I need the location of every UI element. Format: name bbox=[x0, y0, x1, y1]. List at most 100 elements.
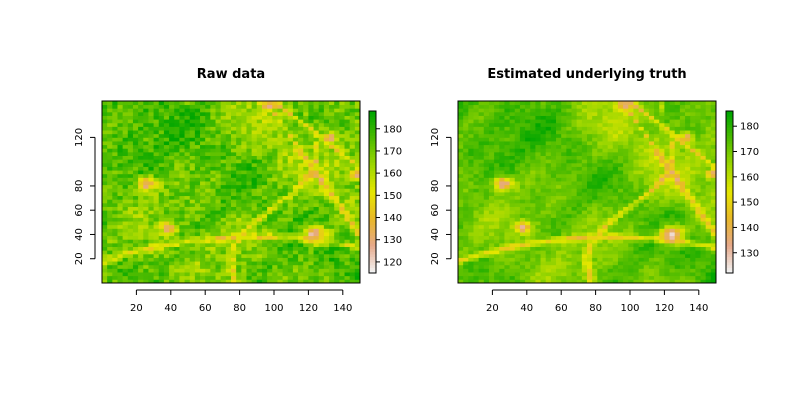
heatmap-cell bbox=[458, 195, 464, 200]
heatmap-cell bbox=[267, 272, 273, 277]
heatmap-cell bbox=[298, 272, 304, 277]
heatmap-cell bbox=[117, 137, 124, 142]
heatmap-cell bbox=[158, 264, 165, 269]
heatmap-cell bbox=[122, 235, 129, 240]
heatmap-cell bbox=[473, 162, 480, 167]
heatmap-cell bbox=[174, 242, 180, 247]
heatmap-cell bbox=[659, 144, 665, 149]
heatmap-cell bbox=[158, 199, 165, 204]
heatmap-cell bbox=[205, 232, 211, 237]
heatmap-cell bbox=[205, 202, 211, 207]
colorbar-swatch bbox=[369, 248, 376, 252]
heatmap-cell bbox=[246, 126, 253, 131]
heatmap-cell bbox=[628, 250, 634, 255]
heatmap-cell bbox=[298, 257, 304, 262]
heatmap-cell bbox=[628, 159, 634, 164]
heatmap-cell bbox=[220, 173, 227, 178]
heatmap-cell bbox=[210, 253, 216, 258]
heatmap-cell bbox=[122, 148, 129, 153]
heatmap-cell bbox=[282, 235, 289, 240]
colorbar-swatch bbox=[369, 175, 376, 179]
heatmap-cell bbox=[659, 101, 665, 106]
heatmap-cell bbox=[674, 170, 681, 175]
heatmap-cell bbox=[628, 137, 634, 142]
heatmap-cell bbox=[643, 202, 650, 207]
heatmap-cell bbox=[561, 144, 567, 149]
heatmap-cell bbox=[194, 130, 201, 135]
heatmap-cell bbox=[117, 217, 124, 222]
heatmap-cell bbox=[267, 155, 273, 160]
heatmap-cell bbox=[344, 126, 351, 131]
heatmap-cell bbox=[298, 119, 304, 124]
heatmap-cell bbox=[132, 181, 139, 186]
heatmap-cell bbox=[272, 250, 278, 255]
heatmap-cell bbox=[463, 108, 469, 113]
heatmap-cell bbox=[478, 268, 485, 273]
heatmap-cell bbox=[102, 115, 108, 120]
heatmap-cell bbox=[107, 246, 113, 251]
heatmap-cell bbox=[561, 246, 567, 251]
heatmap-cell bbox=[545, 239, 552, 244]
heatmap-cell bbox=[163, 188, 170, 193]
heatmap-cell bbox=[581, 170, 588, 175]
heatmap-cell bbox=[169, 232, 175, 237]
heatmap-cell bbox=[112, 217, 118, 222]
heatmap-cell bbox=[571, 224, 578, 229]
heatmap-cell bbox=[458, 250, 464, 255]
heatmap-cell bbox=[550, 268, 557, 273]
heatmap-cell bbox=[303, 104, 309, 109]
heatmap-cell bbox=[530, 181, 536, 186]
heatmap-cell bbox=[519, 122, 526, 127]
colorbar-tick-label: 140 bbox=[383, 213, 402, 224]
heatmap-cell bbox=[127, 275, 134, 280]
heatmap-cell bbox=[612, 232, 619, 237]
heatmap-cell bbox=[261, 253, 268, 258]
heatmap-cell bbox=[581, 159, 588, 164]
heatmap-cell bbox=[282, 173, 289, 178]
heatmap-cell bbox=[292, 159, 299, 164]
heatmap-cell bbox=[210, 126, 216, 131]
heatmap-cell bbox=[132, 170, 139, 175]
heatmap-cell bbox=[277, 184, 283, 189]
heatmap-cell bbox=[122, 279, 129, 284]
heatmap-cell bbox=[158, 141, 165, 146]
heatmap-cell bbox=[664, 181, 670, 186]
heatmap-cell bbox=[648, 115, 655, 120]
heatmap-cell bbox=[669, 264, 676, 269]
heatmap-cell bbox=[256, 115, 263, 120]
heatmap-cell bbox=[654, 246, 660, 251]
heatmap-cell bbox=[138, 261, 144, 266]
colorbar-swatch bbox=[369, 227, 376, 231]
heatmap-cell bbox=[117, 264, 124, 269]
heatmap-cell bbox=[194, 257, 201, 262]
heatmap-cell bbox=[478, 137, 485, 142]
heatmap-cell bbox=[184, 199, 191, 204]
heatmap-cell bbox=[163, 242, 170, 247]
heatmap-cell bbox=[334, 148, 340, 153]
heatmap-cell bbox=[236, 242, 242, 247]
heatmap-cell bbox=[329, 101, 335, 106]
colorbar-swatch bbox=[369, 256, 376, 260]
heatmap-cell bbox=[468, 199, 474, 204]
heatmap-cell bbox=[679, 217, 686, 222]
heatmap-cell bbox=[607, 104, 614, 109]
heatmap-cell bbox=[277, 253, 283, 258]
heatmap-cell bbox=[576, 170, 583, 175]
heatmap-cell bbox=[102, 268, 108, 273]
heatmap-cell bbox=[550, 141, 557, 146]
heatmap-cell bbox=[153, 133, 160, 138]
heatmap-cell bbox=[623, 275, 629, 280]
heatmap-cell bbox=[143, 122, 149, 127]
heatmap-cell bbox=[138, 242, 144, 247]
heatmap-cell bbox=[674, 159, 681, 164]
heatmap-cell bbox=[241, 170, 247, 175]
heatmap-cell bbox=[127, 239, 134, 244]
heatmap-cell bbox=[122, 141, 129, 146]
heatmap-cell bbox=[323, 235, 330, 240]
heatmap-cell bbox=[695, 166, 701, 171]
heatmap-cell bbox=[318, 170, 325, 175]
heatmap-cell bbox=[256, 192, 263, 197]
heatmap-cell bbox=[690, 101, 696, 106]
heatmap-cell bbox=[138, 188, 144, 193]
heatmap-cell bbox=[298, 235, 304, 240]
